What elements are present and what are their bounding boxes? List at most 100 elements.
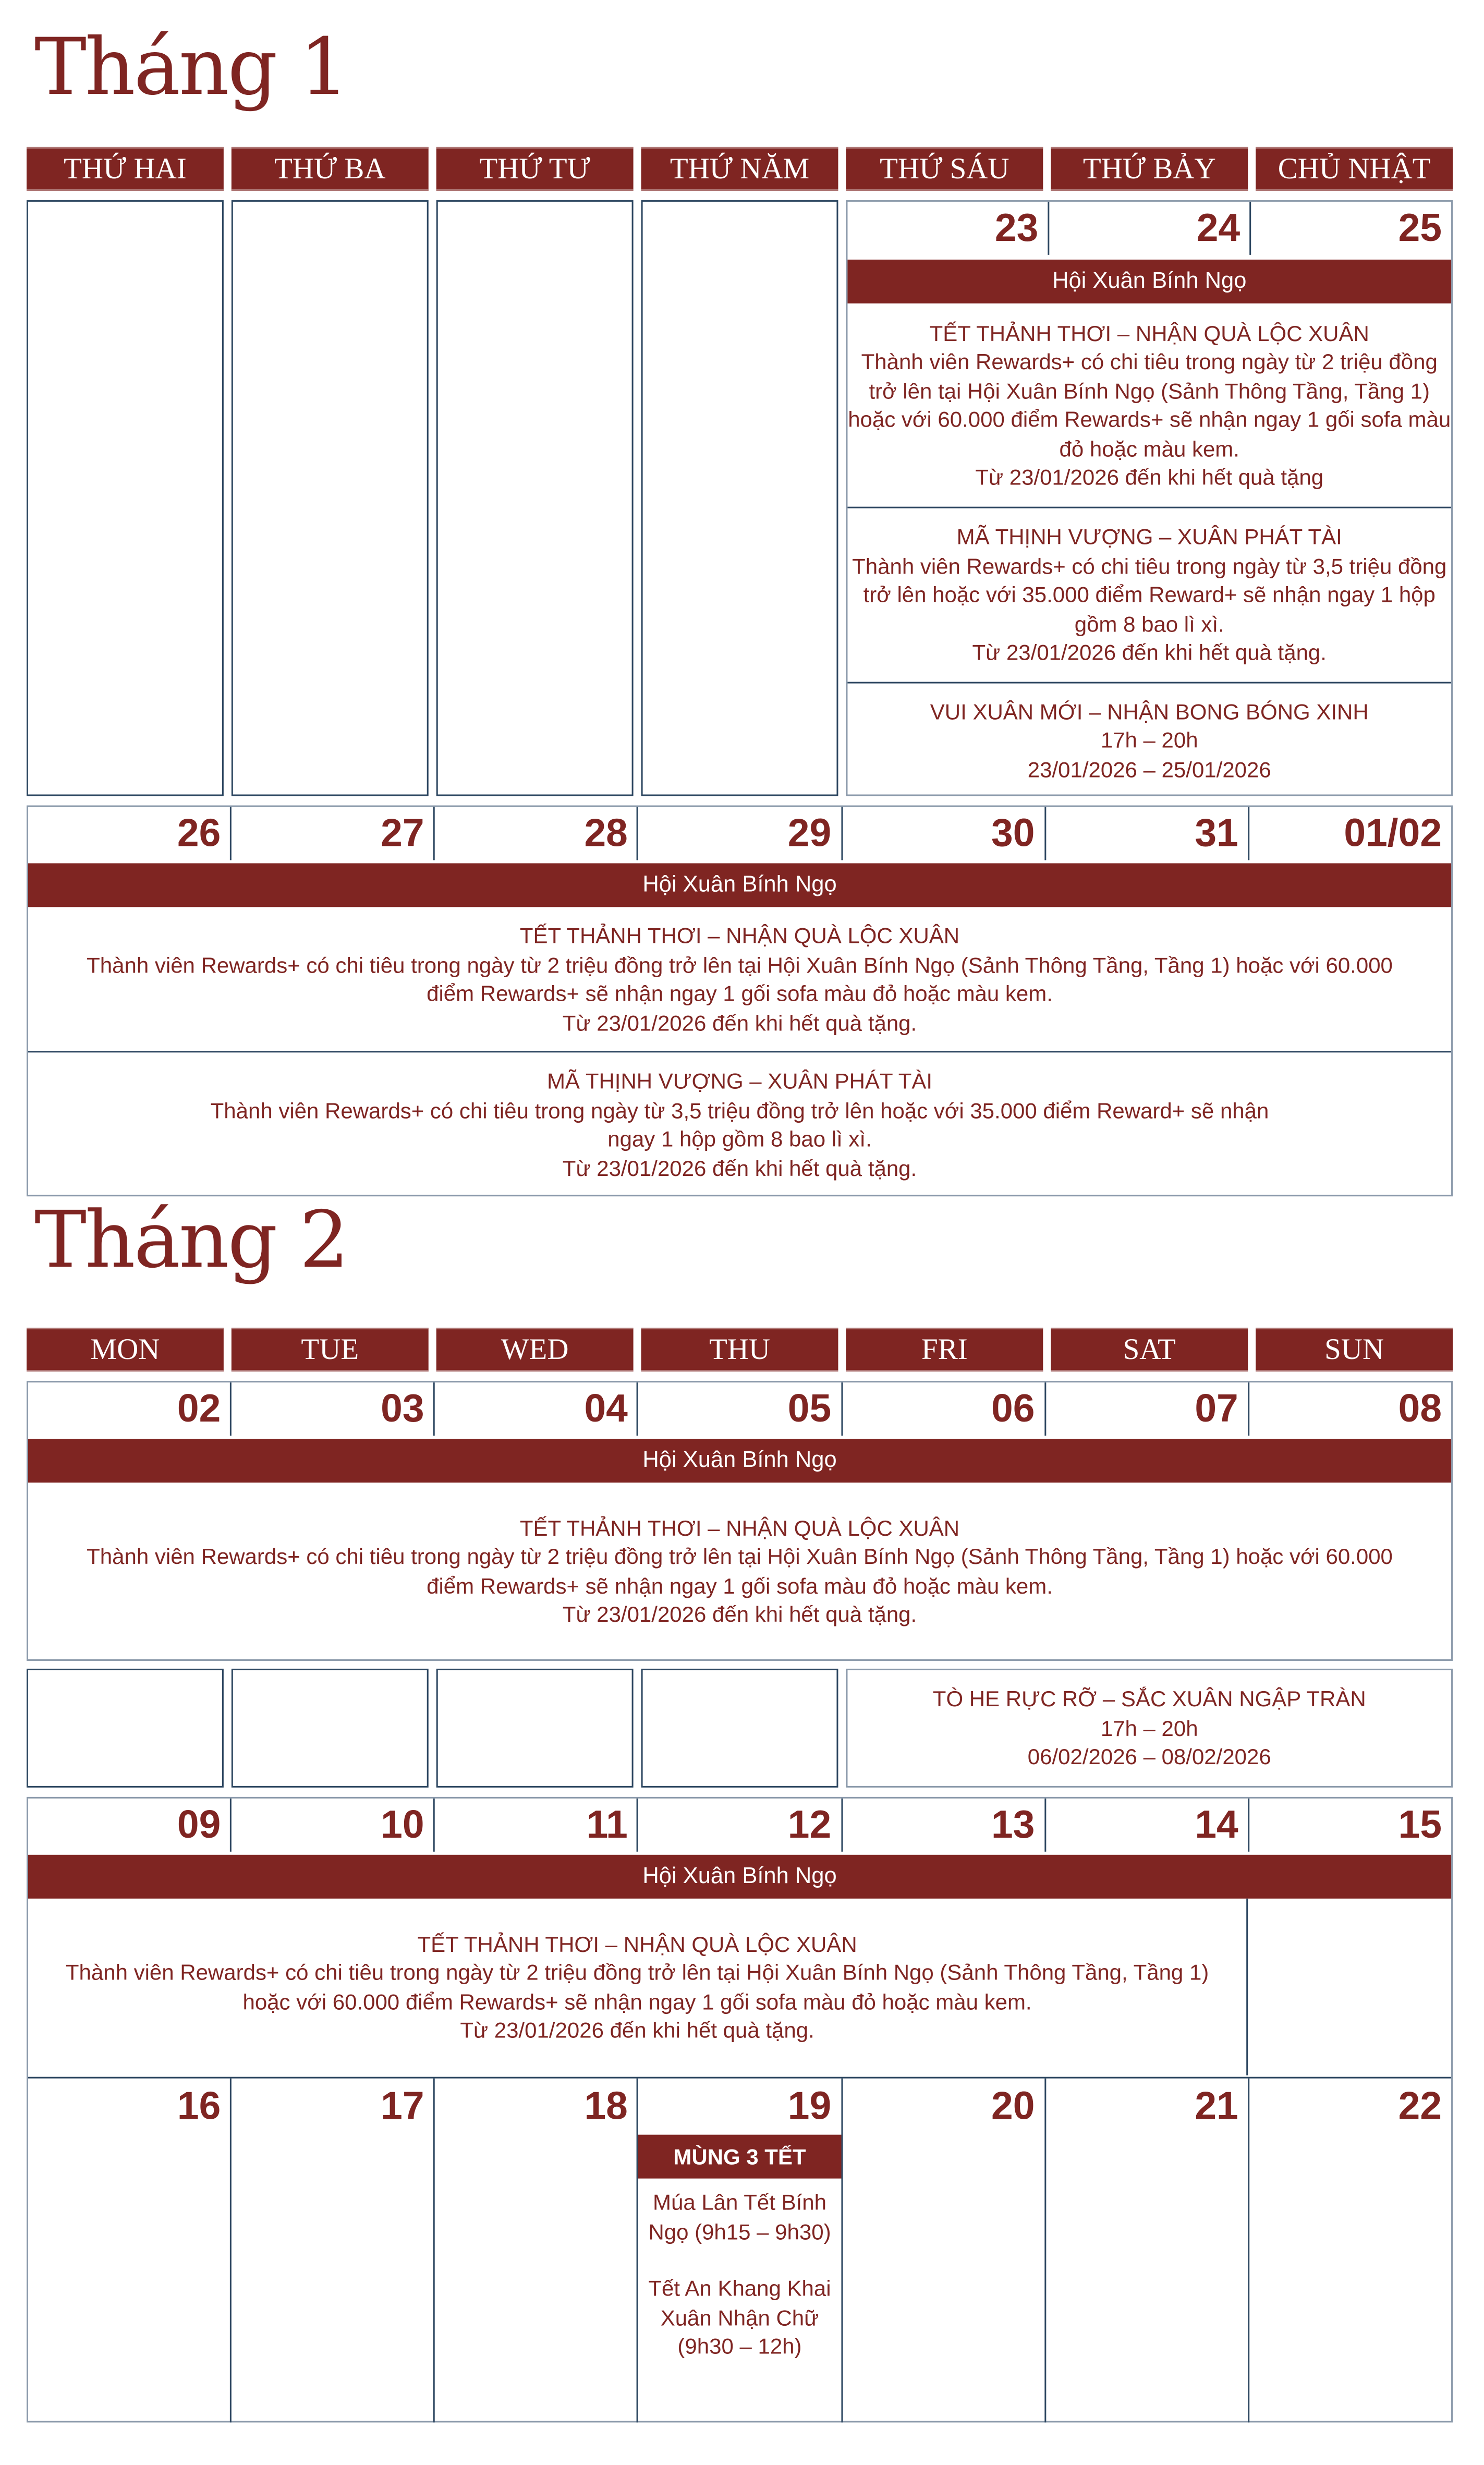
date-number: 03	[232, 1382, 435, 1436]
week-content: Hội Xuân Bính Ngọ TẾT THẢNH THƠI – NHẬN Q…	[847, 259, 1452, 798]
date-number: 06	[842, 1382, 1046, 1436]
weekday-header: SAT	[1051, 1328, 1248, 1372]
weekday-header: THỨ TƯ	[436, 147, 634, 191]
week-box: 23 24 25 Hội Xuân Bính Ngọ TẾT THẢNH THƠI – …	[846, 200, 1453, 796]
event-line: Thành viên Rewards+ có chi tiêu trong ng…	[852, 553, 1447, 636]
event-block: Múa Lân Tết Bính Ngọ (9h15 – 9h30) Tết An…	[639, 2179, 841, 2370]
date-number: 17	[381, 2084, 424, 2129]
date-number: 30	[842, 807, 1046, 860]
day-cell: 18	[435, 2078, 639, 2423]
event-banner: Hội Xuân Bính Ngọ	[847, 259, 1452, 303]
week-content: Hội Xuân Bính Ngọ TẾT THẢNH THƠI – NHẬN Q…	[28, 863, 1452, 1196]
event-block: MÃ THỊNH VƯỢNG – XUÂN PHÁT TÀI Thành viên…	[847, 506, 1452, 682]
empty-day-cell	[436, 1668, 634, 1788]
event-banner: Hội Xuân Bính Ngọ	[28, 1854, 1452, 1899]
event-line: Thành viên Rewards+ có chi tiêu trong ng…	[87, 951, 1393, 1006]
event-line: Từ 23/01/2026 đến khi hết quà tặng.	[562, 1155, 917, 1180]
date-number: 02	[28, 1382, 232, 1436]
event-title: TẾT THẢNH THƠI – NHẬN QUÀ LỘC XUÂN	[519, 922, 960, 948]
event-line: 06/02/2026 – 08/02/2026	[1027, 1744, 1271, 1769]
date-row: 26 27 28 29 30 31 01/02	[28, 807, 1451, 861]
weekday-header: THỨ HAI	[26, 147, 224, 191]
event-title: TẾT THẢNH THƠI – NHẬN QUÀ LỘC XUÂN	[519, 1514, 960, 1540]
empty-day-cell	[641, 200, 838, 796]
event-line: 23/01/2026 – 25/01/2026	[1027, 756, 1271, 782]
day-cell: 22	[1249, 2079, 1451, 2423]
event-line: Từ 23/01/2026 đến khi hết quà tặng.	[562, 1601, 917, 1626]
empty-day-cell	[436, 200, 634, 796]
date-number: 12	[639, 1798, 843, 1852]
event-block: TẾT THẢNH THƠI – NHẬN QUÀ LỘC XUÂN Thành …	[28, 1483, 1451, 1659]
event-line: Múa Lân Tết Bính Ngọ (9h15 – 9h30)	[648, 2189, 831, 2244]
date-number: 08	[1398, 1387, 1442, 1431]
date-number: 14	[1045, 1798, 1249, 1852]
empty-day-cell	[26, 200, 224, 796]
weekday-header: FRI	[846, 1328, 1043, 1372]
date-number: 19	[787, 2084, 832, 2129]
date-number: 07	[1045, 1382, 1249, 1436]
event-line: Từ 23/01/2026 đến khi hết quà tặng	[975, 464, 1324, 490]
empty-day-cell	[26, 1668, 224, 1788]
event-line: Thành viên Rewards+ có chi tiêu trong ng…	[65, 1959, 1209, 2014]
month-title: Tháng 1	[34, 21, 349, 113]
event-line: Thành viên Rewards+ có chi tiêu trong ng…	[87, 1544, 1393, 1598]
event-title: MÃ THỊNH VƯỢNG – XUÂN PHÁT TÀI	[546, 1068, 933, 1094]
empty-day-cell	[231, 1668, 429, 1788]
week-content: Hội Xuân Bính Ngọ TẾT THẢNH THƠI – NHẬN Q…	[28, 1854, 1452, 2075]
date-number: 24	[1049, 201, 1251, 255]
day-cell: 20	[842, 2078, 1046, 2423]
date-number: 16	[177, 2084, 221, 2129]
date-number: 09	[28, 1798, 232, 1852]
event-line: 17h – 20h	[1100, 1715, 1198, 1741]
day-cell: 19 MÙNG 3 TẾT Múa Lân Tết Bính Ngọ (9h15 –…	[638, 2078, 843, 2423]
weekday-header: WED	[436, 1328, 634, 1372]
weekday-header: THỨ SÁU	[846, 147, 1043, 191]
event-block: TẾT THẢNH THƠI – NHẬN QUÀ LỘC XUÂN Thành …	[28, 1898, 1248, 2075]
weekday-header: SUN	[1256, 1328, 1453, 1372]
event-line: Từ 23/01/2026 đến khi hết quà tặng.	[460, 2017, 814, 2043]
event-title: MÃ THỊNH VƯỢNG – XUÂN PHÁT TÀI	[956, 524, 1342, 550]
date-number: 01/02	[1344, 811, 1442, 856]
empty-day-cell	[231, 200, 429, 796]
event-title: VUI XUÂN MỚI – NHẬN BONG BÓNG XINH	[930, 698, 1369, 724]
event-banner: MÙNG 3 TẾT	[638, 2134, 841, 2179]
week-box: 09 10 11 12 13 14 15 Hội Xuân Bính Ngọ TẾT THẢNH…	[26, 1796, 1453, 2423]
date-number: 13	[842, 1798, 1046, 1852]
date-number: 26	[28, 807, 232, 860]
event-block: TẾT THẢNH THƠI – NHẬN QUÀ LỘC XUÂN Thành …	[28, 907, 1451, 1051]
event-line: Thành viên Rewards+ có chi tiêu trong ng…	[210, 1097, 1269, 1151]
date-number: 22	[1398, 2084, 1442, 2129]
event-line: Từ 23/01/2026 đến khi hết quà tặng.	[972, 640, 1327, 665]
event-line: Tết An Khang Khai Xuân Nhận Chữ (9h30 – …	[648, 2275, 831, 2359]
date-number: 20	[991, 2084, 1035, 2129]
weekday-header: CHỦ NHẬT	[1256, 147, 1453, 191]
date-row: 23 24 25	[847, 201, 1451, 257]
weekday-header: MON	[26, 1328, 224, 1372]
date-number: 10	[232, 1798, 435, 1852]
day-cell: 16	[28, 2078, 232, 2423]
weekday-header: THỨ BA	[231, 147, 429, 191]
event-box: TÒ HE RỰC RỠ – SẮC XUÂN NGẬP TRÀN 17h – 2…	[846, 1668, 1453, 1788]
event-block: MÃ THỊNH VƯỢNG – XUÂN PHÁT TÀI Thành viên…	[28, 1051, 1452, 1196]
date-number: 04	[435, 1382, 639, 1436]
date-number: 21	[1195, 2084, 1238, 2129]
month-title: Tháng 2	[34, 1195, 349, 1286]
date-number: 31	[1045, 807, 1249, 860]
event-block: TÒ HE RỰC RỠ – SẮC XUÂN NGẬP TRÀN 17h – 2…	[847, 1670, 1451, 1786]
day-cell: 17	[232, 2078, 435, 2423]
weekday-header: THỨ NĂM	[641, 147, 838, 191]
event-block: VUI XUÂN MỚI – NHẬN BONG BÓNG XINH 17h – …	[847, 682, 1452, 798]
weekday-header: THU	[641, 1328, 838, 1372]
date-row: 02 03 04 05 06 07 08	[28, 1382, 1451, 1437]
date-number: 05	[639, 1382, 843, 1436]
date-number: 27	[232, 807, 435, 860]
event-line: Thành viên Rewards+ có chi tiêu trong ng…	[848, 348, 1451, 461]
weekday-header: TUE	[231, 1328, 429, 1372]
date-number: 18	[584, 2084, 628, 2129]
day-cell: 21	[1045, 2078, 1249, 2423]
event-line: 17h – 20h	[1100, 727, 1198, 753]
empty-day-cell	[641, 1668, 838, 1788]
week-box: 02 03 04 05 06 07 08 Hội Xuân Bính Ngọ TẾT THẢNH…	[26, 1381, 1453, 1661]
date-number: 25	[1398, 206, 1442, 250]
